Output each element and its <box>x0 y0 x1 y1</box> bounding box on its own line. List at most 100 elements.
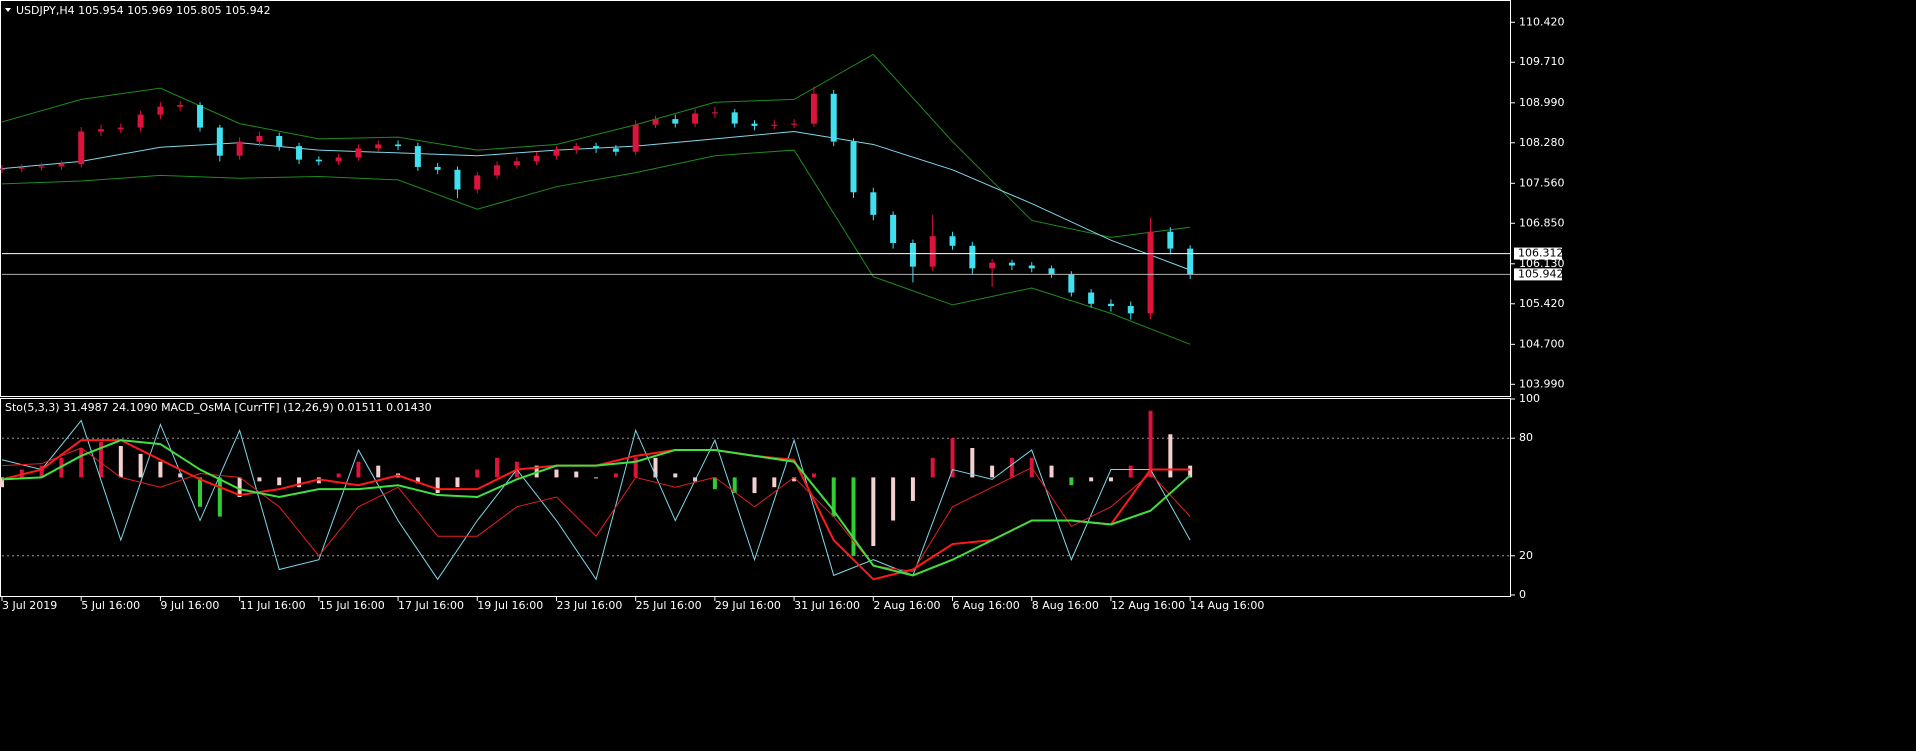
main-panel-frame <box>0 0 1511 397</box>
candle-body <box>117 127 124 130</box>
candle-body <box>78 131 85 165</box>
candle-body <box>177 105 184 107</box>
osma-bar <box>910 477 915 501</box>
x-tick-label: 6 Aug 16:00 <box>953 599 1020 612</box>
osma-bar <box>356 461 361 478</box>
candle-body <box>711 112 718 114</box>
y-tick-label: 109.710 <box>1519 55 1565 68</box>
oscillator-line <box>1 447 1191 573</box>
candle-body <box>1048 268 1055 274</box>
candle-body <box>335 157 342 162</box>
candle-body <box>810 93 817 124</box>
y-tick-label: 103.990 <box>1519 377 1565 390</box>
collapse-arrow[interactable] <box>5 8 11 12</box>
candle-body <box>38 166 45 168</box>
candle-body <box>494 165 501 176</box>
osma-bar <box>1108 477 1113 482</box>
osma-bar <box>1069 477 1074 486</box>
candle-body <box>1028 265 1035 269</box>
candle-body <box>414 146 421 167</box>
candle-body <box>395 144 402 147</box>
osma-bar <box>811 473 816 478</box>
candle-body <box>256 136 263 142</box>
oscillator-line <box>1 419 1191 581</box>
osma-bar <box>376 465 381 478</box>
osma-bar <box>217 477 222 517</box>
candle-body <box>276 136 283 147</box>
candle-body <box>731 112 738 124</box>
candle-body <box>870 192 877 215</box>
osma-bar <box>673 473 678 478</box>
osma-bar <box>0 477 4 488</box>
osma-bar <box>970 448 975 478</box>
osma-bar <box>1148 410 1153 478</box>
osma-bar <box>99 442 104 478</box>
candle-body <box>1068 273 1075 293</box>
osma-bar <box>79 448 84 478</box>
osma-bar <box>475 469 480 478</box>
candle-body <box>1008 262 1015 266</box>
osma-bar <box>772 477 777 488</box>
oscillator-line <box>1 439 1191 577</box>
y-tick-label: 107.560 <box>1519 176 1565 189</box>
candle-body <box>197 105 204 128</box>
osma-bar <box>712 477 717 490</box>
candle-body <box>216 127 223 156</box>
y-tick-label: 106.130 <box>1519 257 1565 270</box>
candle-body <box>969 245 976 269</box>
x-tick-label: 12 Aug 16:00 <box>1111 599 1185 612</box>
candle-body <box>890 214 897 243</box>
candle-body <box>612 148 619 152</box>
x-tick-label: 31 Jul 16:00 <box>794 599 860 612</box>
indicator-panel-frame <box>0 398 1511 597</box>
candle-body <box>593 146 600 149</box>
candle-body <box>771 124 778 126</box>
x-tick-label: 9 Jul 16:00 <box>160 599 219 612</box>
candle-body <box>236 141 243 156</box>
candle-body <box>474 175 481 190</box>
candle-body <box>533 155 540 162</box>
candle-body <box>1127 306 1134 314</box>
osma-bar <box>1128 465 1133 478</box>
x-tick-label: 3 Jul 2019 <box>2 599 57 612</box>
osma-bar <box>118 446 123 478</box>
osma-bar <box>415 477 420 484</box>
osma-bar <box>752 477 757 494</box>
osma-bar <box>455 477 460 488</box>
candle-body <box>692 113 699 124</box>
y-tick-label: 80 <box>1519 431 1533 444</box>
osma-bar <box>237 477 242 497</box>
candle-body <box>573 146 580 151</box>
osma-bar <box>158 461 163 478</box>
x-tick-label: 19 Jul 16:00 <box>477 599 543 612</box>
candle-body <box>375 144 382 149</box>
osma-bar <box>1188 465 1193 478</box>
osma-bar <box>336 473 341 478</box>
x-tick-label: 17 Jul 16:00 <box>398 599 464 612</box>
candle-body <box>1187 248 1194 275</box>
osma-bar <box>792 477 797 482</box>
osma-bar <box>1168 434 1173 478</box>
osma-bar <box>1049 465 1054 478</box>
x-tick-label: 8 Aug 16:00 <box>1032 599 1099 612</box>
x-tick-label: 29 Jul 16:00 <box>715 599 781 612</box>
y-tick-label: 104.700 <box>1519 337 1565 350</box>
osma-bar <box>633 457 638 478</box>
candle-body <box>672 119 679 124</box>
osma-bar <box>198 477 203 507</box>
candle-body <box>989 262 996 269</box>
y-tick-label: 108.280 <box>1519 136 1565 149</box>
x-tick-label: 25 Jul 16:00 <box>636 599 702 612</box>
osma-bar <box>950 438 955 478</box>
osma-bar <box>990 465 995 478</box>
candle-body <box>909 242 916 267</box>
candle-body <box>652 119 659 125</box>
price-label-box <box>1514 247 1562 260</box>
osma-bar <box>871 477 876 546</box>
y-tick-label: 108.990 <box>1519 96 1565 109</box>
candle-body <box>0 168 5 170</box>
candle-body <box>1167 231 1174 249</box>
osma-bar <box>930 457 935 478</box>
